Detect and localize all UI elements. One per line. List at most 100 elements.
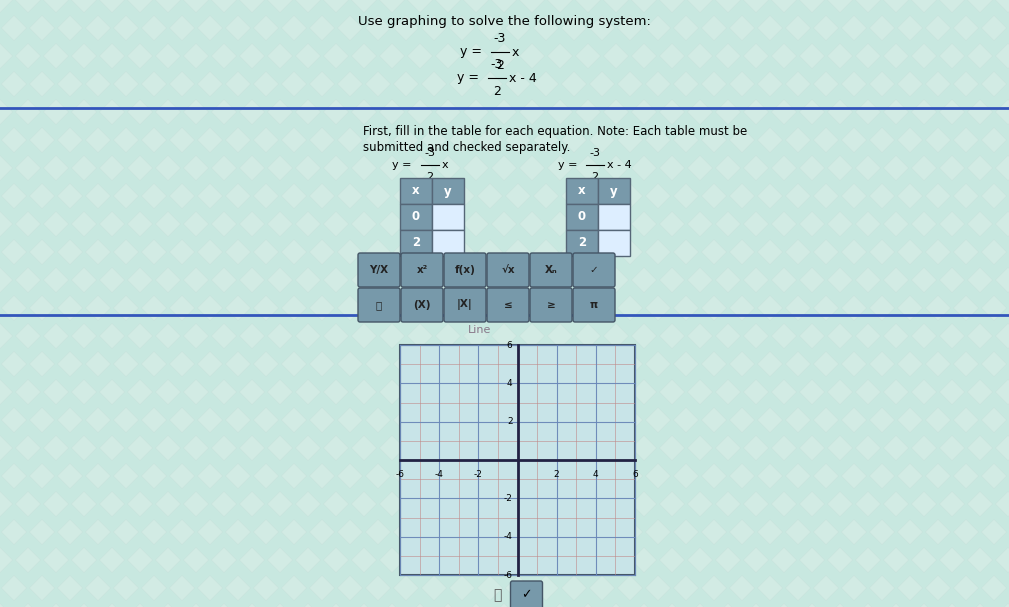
Polygon shape xyxy=(170,183,195,209)
Polygon shape xyxy=(253,351,278,376)
Polygon shape xyxy=(463,548,488,572)
FancyBboxPatch shape xyxy=(566,178,598,204)
Polygon shape xyxy=(772,100,796,124)
Polygon shape xyxy=(856,0,881,13)
Polygon shape xyxy=(730,296,755,320)
Polygon shape xyxy=(184,0,209,13)
Polygon shape xyxy=(799,155,824,181)
Polygon shape xyxy=(267,603,293,607)
Polygon shape xyxy=(856,43,881,69)
Polygon shape xyxy=(72,100,97,124)
Polygon shape xyxy=(15,603,40,607)
Polygon shape xyxy=(29,520,54,544)
Polygon shape xyxy=(379,155,405,181)
Polygon shape xyxy=(842,296,867,320)
Polygon shape xyxy=(296,43,321,69)
Polygon shape xyxy=(463,43,488,69)
Polygon shape xyxy=(113,463,138,489)
Polygon shape xyxy=(660,603,684,607)
Polygon shape xyxy=(589,463,614,489)
Polygon shape xyxy=(491,0,517,13)
Polygon shape xyxy=(785,127,810,152)
Text: 🗑: 🗑 xyxy=(493,588,501,602)
Polygon shape xyxy=(870,575,895,600)
Polygon shape xyxy=(365,183,390,209)
Polygon shape xyxy=(72,492,97,517)
Polygon shape xyxy=(701,15,726,41)
Polygon shape xyxy=(239,379,264,405)
Polygon shape xyxy=(799,435,824,461)
Polygon shape xyxy=(785,239,810,265)
Polygon shape xyxy=(506,407,531,433)
Polygon shape xyxy=(968,211,993,237)
Polygon shape xyxy=(141,72,166,97)
Polygon shape xyxy=(267,324,293,348)
Polygon shape xyxy=(575,100,600,124)
Polygon shape xyxy=(1,72,26,97)
Text: x - 4: x - 4 xyxy=(607,160,632,170)
Polygon shape xyxy=(310,520,335,544)
Polygon shape xyxy=(548,379,572,405)
Polygon shape xyxy=(785,72,810,97)
Polygon shape xyxy=(561,351,586,376)
Polygon shape xyxy=(799,268,824,293)
Polygon shape xyxy=(603,211,629,237)
Polygon shape xyxy=(660,211,684,237)
Polygon shape xyxy=(282,15,307,41)
Polygon shape xyxy=(58,15,83,41)
Polygon shape xyxy=(449,463,474,489)
Polygon shape xyxy=(1,127,26,152)
Polygon shape xyxy=(758,575,783,600)
Polygon shape xyxy=(170,239,195,265)
Polygon shape xyxy=(310,296,335,320)
Polygon shape xyxy=(127,268,152,293)
Polygon shape xyxy=(184,324,209,348)
Polygon shape xyxy=(715,492,741,517)
Text: ✓: ✓ xyxy=(522,589,532,602)
Polygon shape xyxy=(968,100,993,124)
Polygon shape xyxy=(534,127,559,152)
Polygon shape xyxy=(561,407,586,433)
Text: x: x xyxy=(413,185,420,197)
Polygon shape xyxy=(785,575,810,600)
Polygon shape xyxy=(870,183,895,209)
Polygon shape xyxy=(337,463,362,489)
Polygon shape xyxy=(463,268,488,293)
Polygon shape xyxy=(982,239,1007,265)
Polygon shape xyxy=(520,603,545,607)
Polygon shape xyxy=(884,211,908,237)
Polygon shape xyxy=(86,575,111,600)
Polygon shape xyxy=(575,435,600,461)
Polygon shape xyxy=(72,379,97,405)
Polygon shape xyxy=(477,183,502,209)
Polygon shape xyxy=(15,548,40,572)
Polygon shape xyxy=(968,492,993,517)
Polygon shape xyxy=(603,603,629,607)
Polygon shape xyxy=(813,407,838,433)
Polygon shape xyxy=(660,0,684,13)
Polygon shape xyxy=(127,603,152,607)
Polygon shape xyxy=(379,100,405,124)
Polygon shape xyxy=(827,0,853,13)
Polygon shape xyxy=(1,575,26,600)
Polygon shape xyxy=(365,520,390,544)
Polygon shape xyxy=(520,155,545,181)
Polygon shape xyxy=(954,15,979,41)
Polygon shape xyxy=(939,100,965,124)
Polygon shape xyxy=(799,211,824,237)
Polygon shape xyxy=(632,492,657,517)
Polygon shape xyxy=(603,548,629,572)
Polygon shape xyxy=(618,15,643,41)
Polygon shape xyxy=(239,211,264,237)
Polygon shape xyxy=(113,15,138,41)
Polygon shape xyxy=(715,379,741,405)
Polygon shape xyxy=(43,100,69,124)
Polygon shape xyxy=(127,324,152,348)
Polygon shape xyxy=(575,155,600,181)
Polygon shape xyxy=(198,520,223,544)
Polygon shape xyxy=(155,43,181,69)
Text: y: y xyxy=(444,185,452,197)
Polygon shape xyxy=(100,603,124,607)
Polygon shape xyxy=(561,15,586,41)
Polygon shape xyxy=(239,100,264,124)
